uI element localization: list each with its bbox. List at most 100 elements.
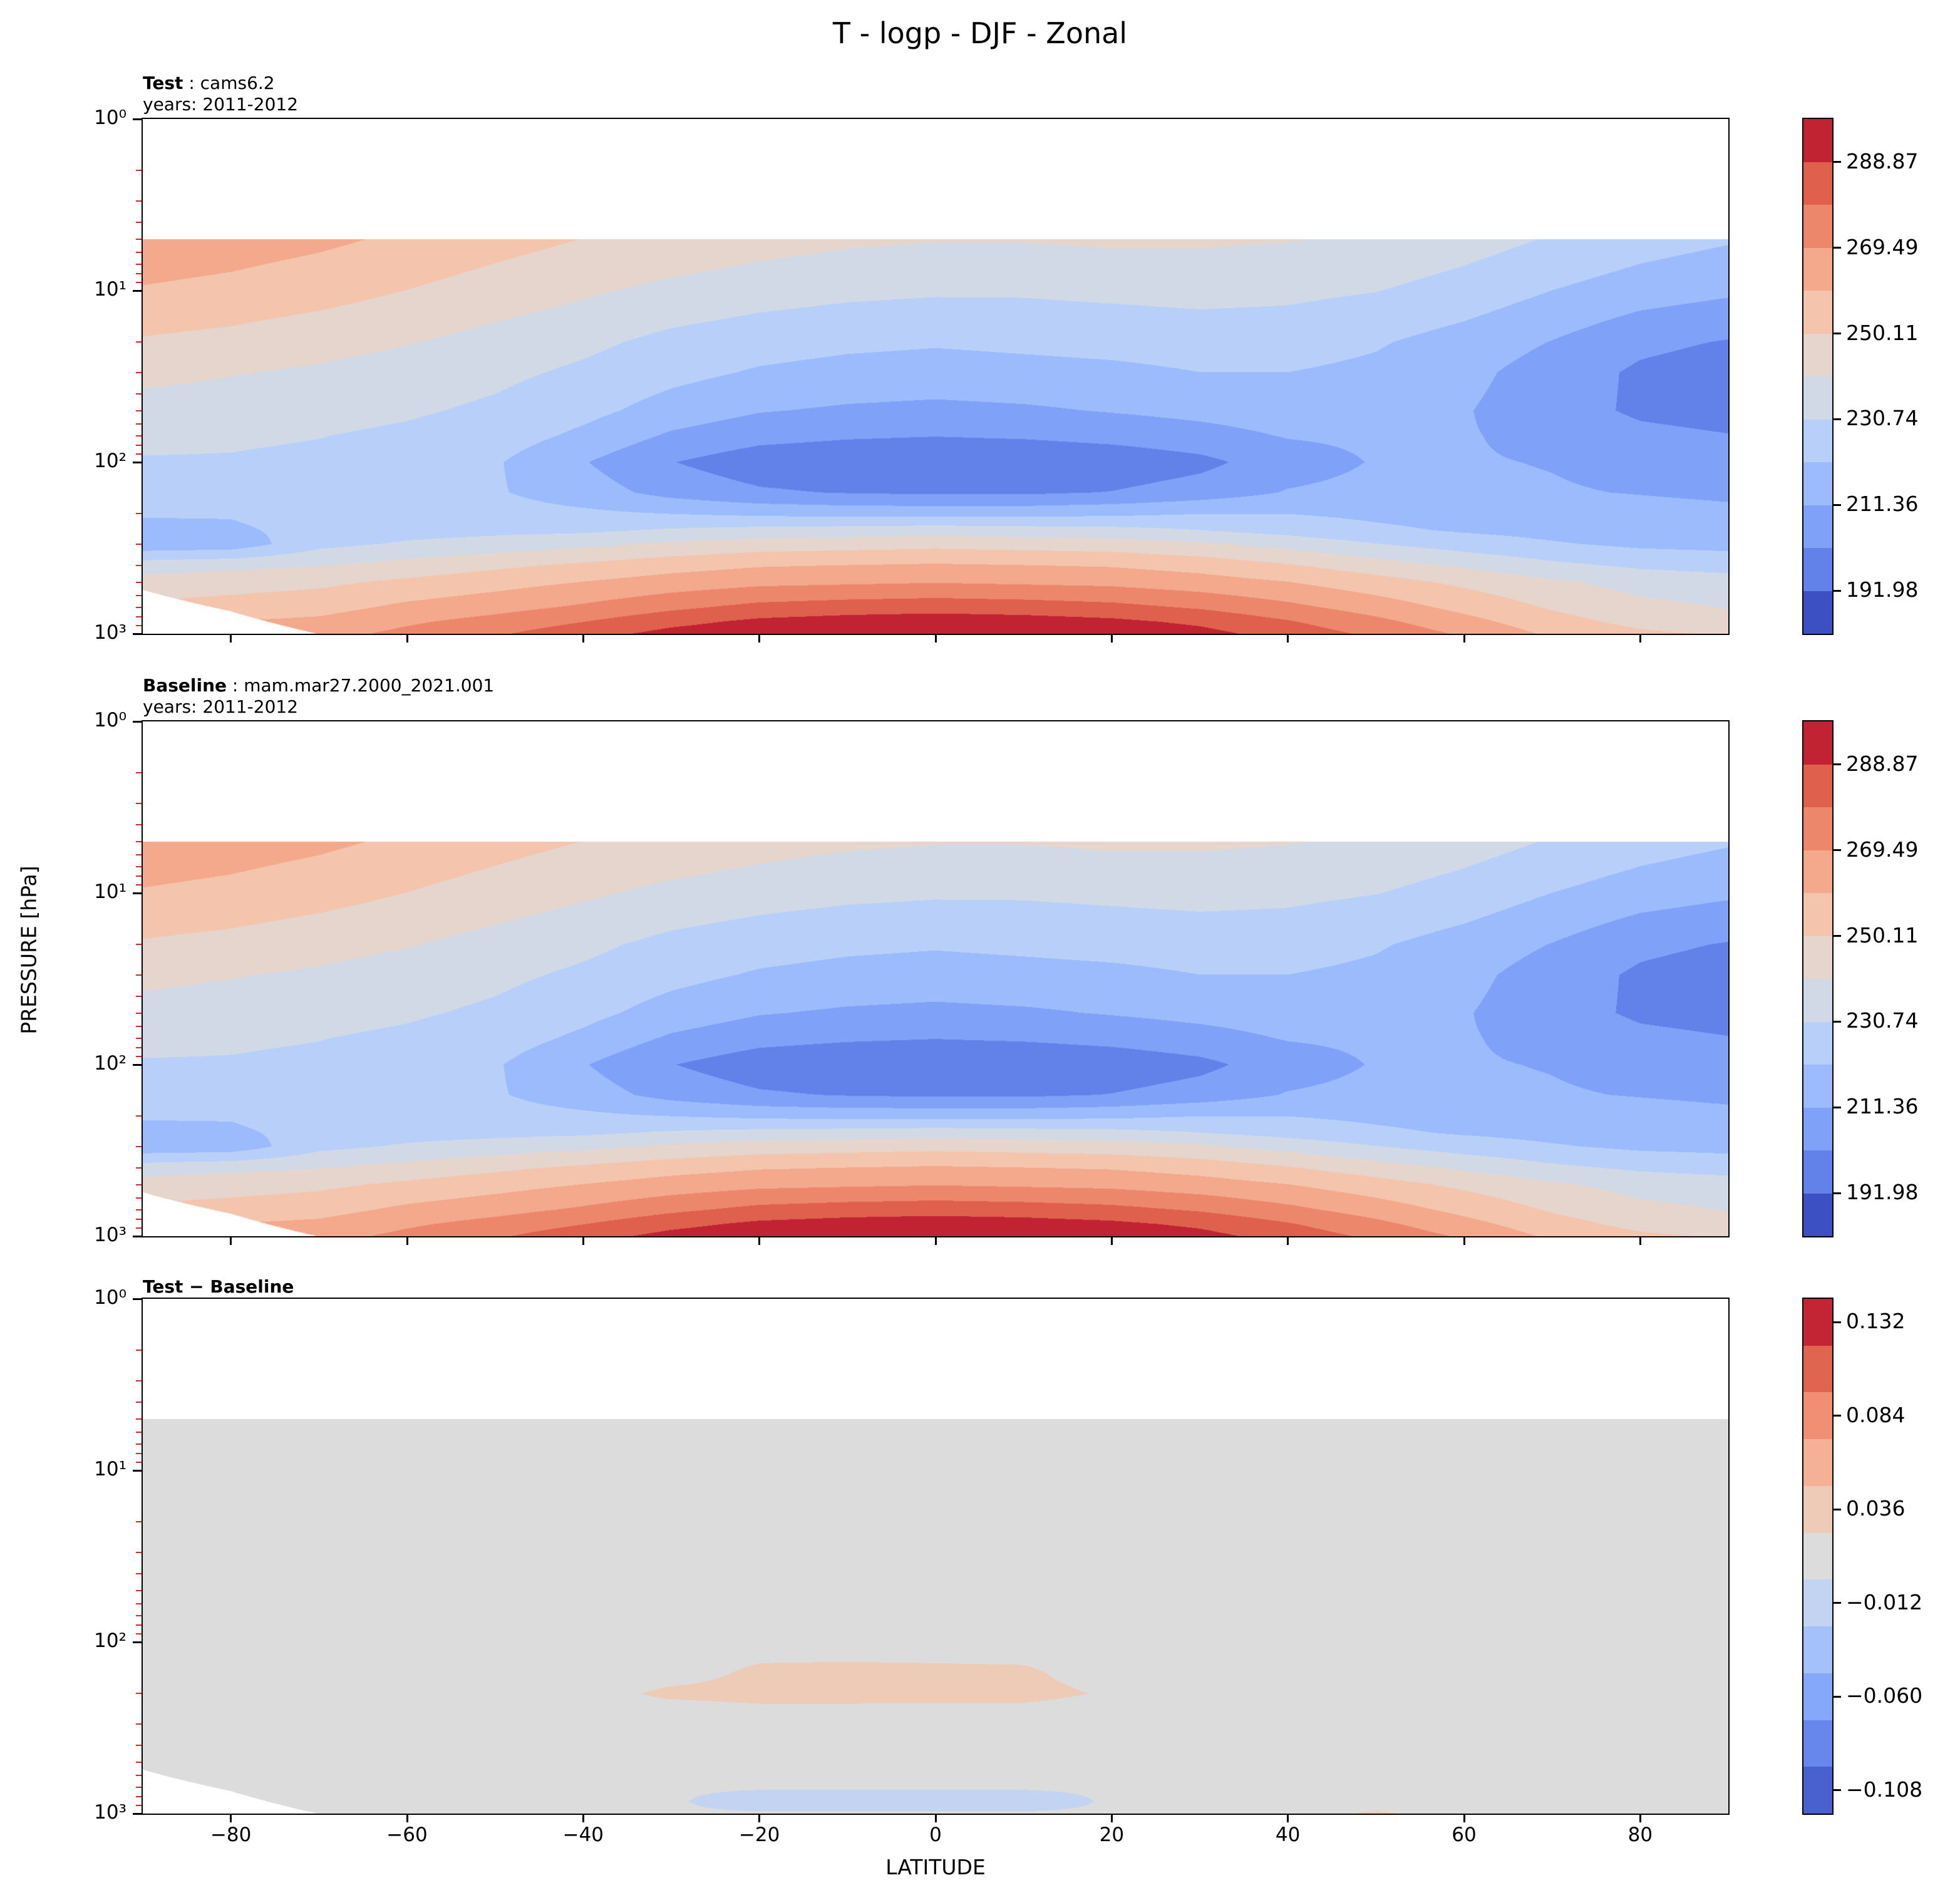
- colorbar-test: [1802, 118, 1834, 635]
- baseline-contour-canvas: [143, 721, 1728, 1236]
- x-tick: [1287, 1815, 1289, 1822]
- y-minor-tick: [136, 606, 142, 608]
- x-tick: [758, 1815, 761, 1822]
- y-minor-tick: [136, 221, 142, 223]
- y-minor-tick: [136, 1443, 142, 1445]
- y-minor-tick: [136, 1775, 142, 1777]
- y-minor-tick: [136, 625, 142, 627]
- colorbar-band: [1803, 721, 1832, 765]
- x-tick: [1463, 1815, 1465, 1822]
- colorbar-tick: [1834, 1020, 1841, 1023]
- y-minor-tick: [136, 1380, 142, 1381]
- colorbar-tick-label: 250.11: [1846, 922, 1919, 947]
- colorbar-band: [1803, 1021, 1832, 1065]
- x-tick: [1639, 1237, 1641, 1245]
- colorbar-band: [1803, 807, 1832, 850]
- y-minor-tick: [136, 1572, 142, 1574]
- y-tick: [133, 1298, 142, 1300]
- y-minor-tick: [136, 944, 142, 946]
- colorbar-tick: [1834, 333, 1841, 335]
- y-minor-tick: [136, 1744, 142, 1746]
- x-tick: [1287, 635, 1289, 643]
- y-minor-tick: [136, 453, 142, 455]
- colorbar-tick: [1834, 1321, 1841, 1323]
- y-minor-tick: [136, 423, 142, 425]
- x-tick-label: 60: [1452, 1824, 1477, 1846]
- y-minor-tick: [136, 1589, 142, 1591]
- colorbar-band: [1803, 376, 1832, 420]
- y-tick-label: 10¹: [94, 1458, 126, 1480]
- y-minor-tick: [136, 974, 142, 976]
- y-minor-tick: [136, 1197, 142, 1199]
- colorbar-tick-label: 269.49: [1846, 837, 1919, 862]
- y-minor-tick: [136, 1012, 142, 1014]
- y-minor-tick: [136, 1227, 142, 1229]
- x-tick: [758, 1237, 761, 1245]
- x-tick-label: 40: [1275, 1824, 1301, 1846]
- colorbar-tick-label: 191.98: [1846, 577, 1919, 602]
- colorbar-band: [1803, 591, 1832, 634]
- colorbar-tick: [1834, 1602, 1841, 1604]
- x-tick: [934, 1237, 937, 1245]
- y-minor-tick: [136, 616, 142, 618]
- y-minor-tick: [136, 1219, 142, 1221]
- y-tick-label: 10³: [94, 1224, 126, 1246]
- colorbar-band: [1803, 1392, 1832, 1440]
- y-minor-tick: [136, 371, 142, 373]
- y-minor-tick: [136, 1056, 142, 1058]
- colorbar-tick: [1834, 935, 1841, 937]
- colorbar-band: [1803, 764, 1832, 807]
- y-minor-tick: [136, 854, 142, 856]
- y-minor-tick: [136, 1796, 142, 1798]
- y-minor-tick: [136, 1723, 142, 1725]
- x-tick-label: 20: [1099, 1824, 1125, 1846]
- figure-title: T - logp - DJF - Zonal: [832, 16, 1128, 50]
- colorbar-tick: [1834, 589, 1841, 592]
- y-tick: [133, 1235, 142, 1237]
- y-tick: [133, 720, 142, 723]
- y-minor-tick: [136, 995, 142, 997]
- colorbar-band: [1803, 247, 1832, 291]
- y-minor-tick: [136, 1047, 142, 1049]
- y-tick: [133, 461, 142, 463]
- y-tick: [133, 118, 142, 120]
- x-tick: [934, 635, 937, 643]
- x-tick-label: −40: [562, 1824, 604, 1846]
- colorbar-band: [1803, 979, 1832, 1022]
- colorbar-tick-label: 191.98: [1846, 1180, 1919, 1205]
- y-minor-tick: [136, 581, 142, 583]
- colorbar-tick-label: 0.036: [1846, 1496, 1906, 1521]
- y-tick-label: 10²: [94, 1629, 126, 1652]
- y-tick-label: 10²: [94, 1052, 126, 1075]
- y-minor-tick: [136, 1551, 142, 1553]
- y-minor-tick: [136, 1418, 142, 1420]
- panel-baseline-title-rest: : mam.mar27.2000_2021.001: [227, 675, 495, 696]
- panel-baseline-title-bold: Baseline: [143, 675, 227, 696]
- x-tick: [406, 1237, 408, 1245]
- colorbar-band: [1803, 1299, 1832, 1346]
- y-tick-label: 10⁰: [94, 709, 126, 731]
- y-tick: [133, 892, 142, 894]
- panel-baseline-title: Baseline : mam.mar27.2000_2021.001: [143, 675, 494, 696]
- colorbar-band: [1803, 1673, 1832, 1720]
- panel-test-title-bold: Test: [143, 73, 183, 93]
- colorbar-band: [1803, 333, 1832, 376]
- colorbar-tick-label: 250.11: [1846, 320, 1919, 345]
- colorbar-band: [1803, 893, 1832, 936]
- panel-test-title-rest: : cams6.2: [183, 73, 275, 93]
- x-tick: [230, 1237, 232, 1245]
- y-minor-tick: [136, 1037, 142, 1039]
- y-minor-tick: [136, 1145, 142, 1147]
- y-minor-tick: [136, 1350, 142, 1351]
- y-minor-tick: [136, 884, 142, 886]
- y-minor-tick: [136, 1401, 142, 1403]
- y-tick: [133, 289, 142, 292]
- y-minor-tick: [136, 393, 142, 395]
- y-minor-tick: [136, 1603, 142, 1605]
- colorbar-diff: [1802, 1298, 1834, 1815]
- colorbar-band: [1803, 419, 1832, 462]
- y-minor-tick: [136, 1209, 142, 1211]
- y-tick-label: 10³: [94, 1801, 126, 1824]
- colorbar-band: [1803, 1345, 1832, 1393]
- x-tick: [758, 635, 761, 643]
